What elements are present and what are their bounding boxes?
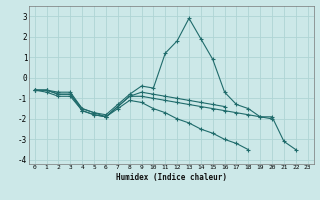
X-axis label: Humidex (Indice chaleur): Humidex (Indice chaleur) bbox=[116, 173, 227, 182]
